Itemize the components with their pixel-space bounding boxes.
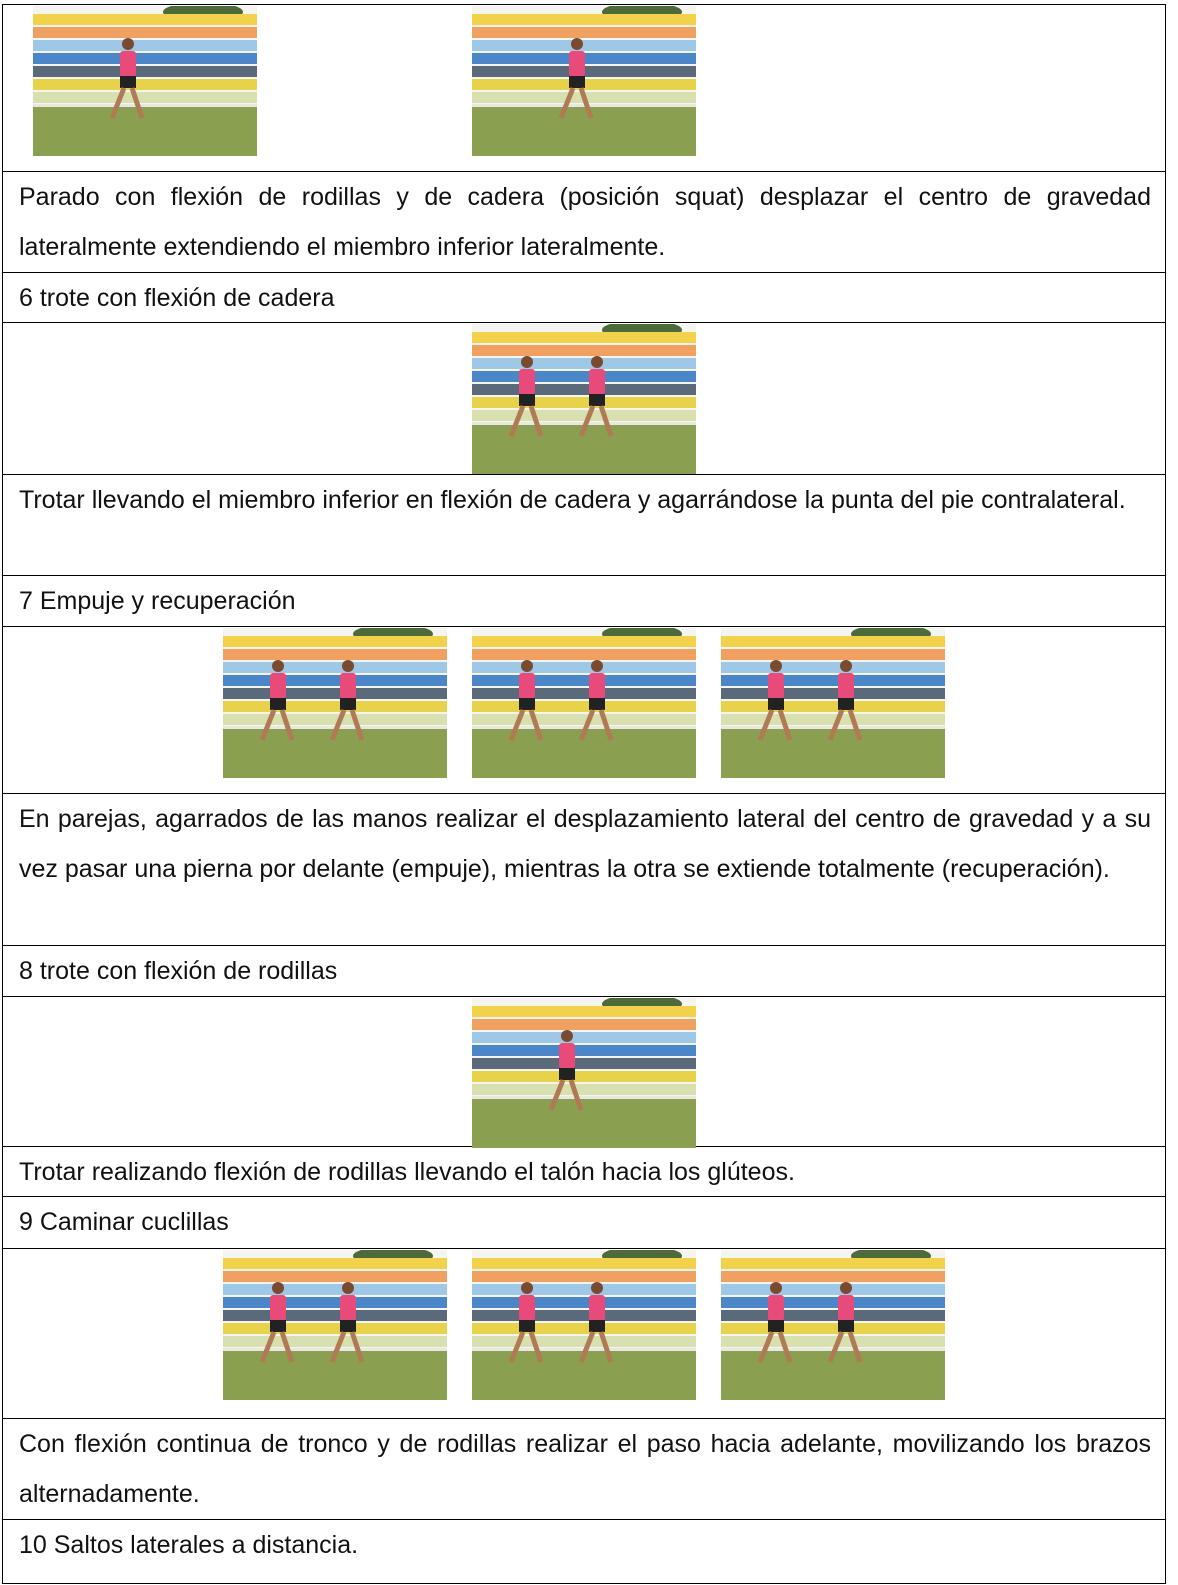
text-row: 9 Caminar cuclillas xyxy=(3,1197,1166,1249)
photo-row xyxy=(3,627,1166,794)
exercise-table: Parado con flexión de rodillas y de cade… xyxy=(2,4,1166,1584)
photo-row xyxy=(3,323,1166,475)
text-row: 8 trote con flexión de rodillas xyxy=(3,946,1166,997)
text-row: En parejas, agarrados de las manos reali… xyxy=(3,794,1166,946)
photo xyxy=(472,628,696,778)
cell-text: 6 trote con flexión de cadera xyxy=(19,284,335,312)
photo xyxy=(472,1250,696,1400)
cell-text: Parado con flexión de rodillas y de cade… xyxy=(19,183,1151,261)
text-row: 6 trote con flexión de cadera xyxy=(3,273,1166,323)
cell-text: Trotar llevando el miembro inferior en f… xyxy=(19,486,1126,514)
photo xyxy=(33,6,257,156)
photo xyxy=(472,6,696,156)
cell-text: 8 trote con flexión de rodillas xyxy=(19,957,338,985)
cell-text: 9 Caminar cuclillas xyxy=(19,1208,229,1236)
cell-text: Trotar realizando flexión de rodillas ll… xyxy=(19,1158,795,1186)
text-row: Con flexión continua de tronco y de rodi… xyxy=(3,1419,1166,1520)
text-row: Trotar realizando flexión de rodillas ll… xyxy=(3,1147,1166,1197)
cell-text: 10 Saltos laterales a distancia. xyxy=(19,1531,359,1559)
photo xyxy=(223,628,447,778)
cell-text: Con flexión continua de tronco y de rodi… xyxy=(19,1430,1151,1508)
photo-row xyxy=(3,5,1166,172)
cell-text: En parejas, agarrados de las manos reali… xyxy=(19,805,1151,883)
photo-row xyxy=(3,997,1166,1148)
photo xyxy=(223,1250,447,1400)
text-row: 10 Saltos laterales a distancia. xyxy=(3,1520,1166,1584)
photo xyxy=(472,998,696,1148)
text-row: 7 Empuje y recuperación xyxy=(3,576,1166,627)
cell-text: 7 Empuje y recuperación xyxy=(19,587,296,615)
text-row: Parado con flexión de rodillas y de cade… xyxy=(3,172,1166,273)
photo xyxy=(721,1250,945,1400)
photo xyxy=(721,628,945,778)
text-row: Trotar llevando el miembro inferior en f… xyxy=(3,475,1166,576)
photo-row xyxy=(3,1249,1166,1419)
photo xyxy=(472,324,696,474)
